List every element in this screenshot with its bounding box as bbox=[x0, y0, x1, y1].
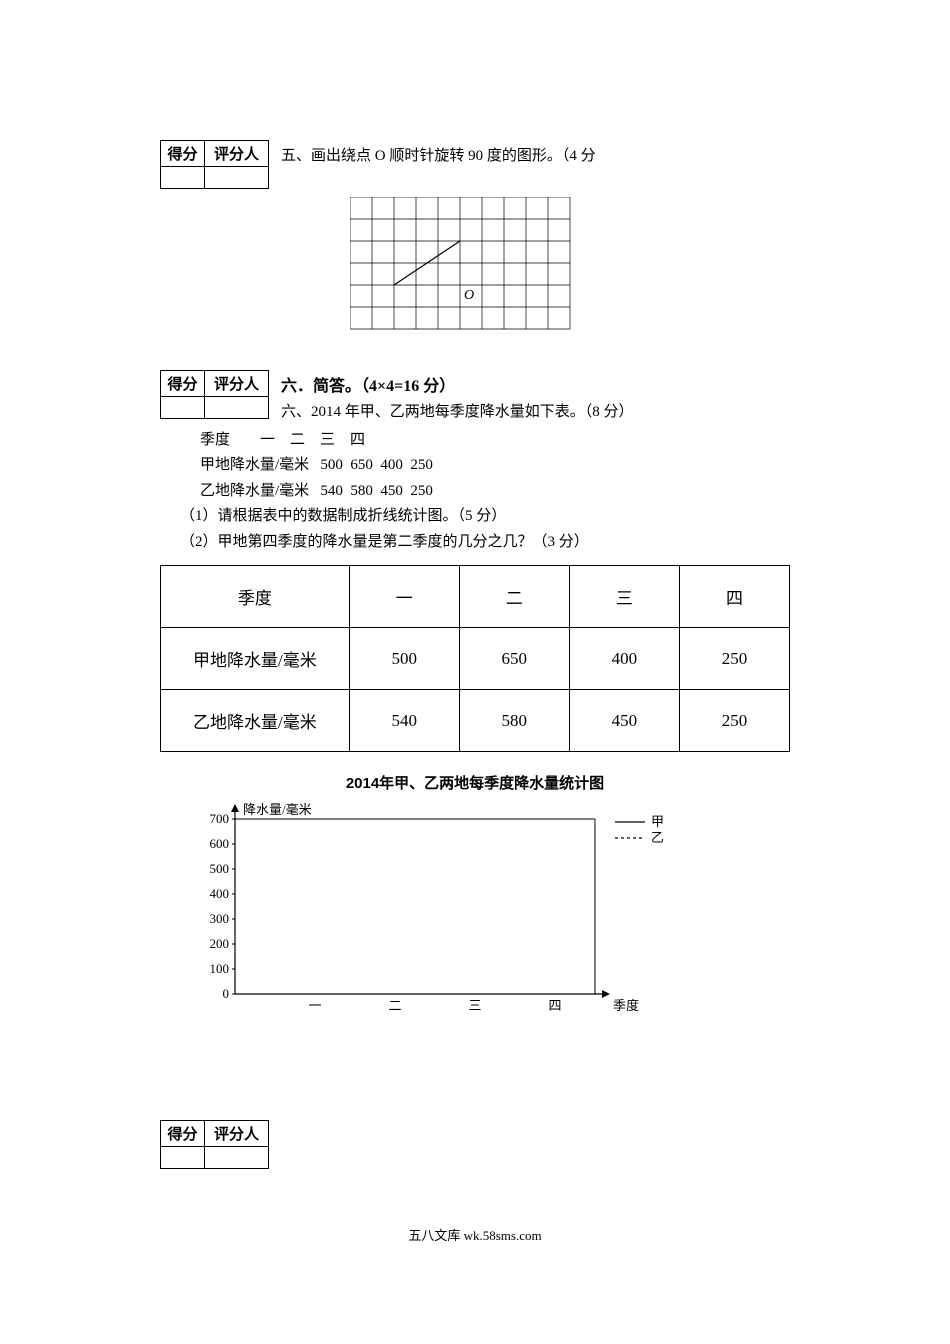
score-header: 得分 bbox=[161, 1121, 205, 1147]
row-a-3: 400 bbox=[569, 628, 679, 690]
row-b-label: 乙地降水量/毫米 bbox=[161, 690, 350, 752]
section6-subtitle: 六、2014 年甲、乙两地每季度降水量如下表。（8 分） bbox=[281, 400, 790, 424]
svg-text:甲: 甲 bbox=[651, 814, 664, 829]
grader-header: 评分人 bbox=[205, 371, 269, 397]
svg-text:三: 三 bbox=[468, 998, 481, 1013]
svg-text:乙: 乙 bbox=[651, 830, 664, 845]
grader-cell bbox=[205, 167, 269, 189]
th-q2: 二 bbox=[459, 566, 569, 628]
svg-text:200: 200 bbox=[210, 936, 230, 951]
svg-text:四: 四 bbox=[548, 998, 561, 1013]
rotation-grid: O bbox=[350, 197, 790, 330]
svg-text:降水量/毫米: 降水量/毫米 bbox=[243, 802, 312, 817]
table-row: 甲地降水量/毫米 500 650 400 250 bbox=[161, 628, 790, 690]
grader-header: 评分人 bbox=[205, 1121, 269, 1147]
score-box-7: 得分 评分人 bbox=[160, 1120, 269, 1169]
grid-svg: O bbox=[350, 197, 571, 330]
svg-text:100: 100 bbox=[210, 961, 230, 976]
score-box-7-wrap: 得分 评分人 bbox=[160, 1120, 281, 1169]
q2: （2）甲地第四季度的降水量是第二季度的几分之几？（3 分） bbox=[180, 530, 790, 556]
score-cell bbox=[161, 397, 205, 419]
precip-chart: 0 100 200 300 400 500 600 700 一 二 三 四 降水量/毫米季度 甲乙 bbox=[180, 799, 670, 1024]
row-a-2: 650 bbox=[459, 628, 569, 690]
score-box-5: 得分 评分人 bbox=[160, 140, 269, 189]
q1: （1）请根据表中的数据制成折线统计图。（5 分） bbox=[180, 504, 790, 530]
svg-text:0: 0 bbox=[223, 986, 230, 1001]
th-season: 季度 bbox=[161, 566, 350, 628]
grader-cell bbox=[205, 1147, 269, 1169]
table-row: 乙地降水量/毫米 540 580 450 250 bbox=[161, 690, 790, 752]
score-cell bbox=[161, 167, 205, 189]
grader-cell bbox=[205, 397, 269, 419]
svg-text:500: 500 bbox=[210, 861, 230, 876]
precip-table: 季度 一 二 三 四 甲地降水量/毫米 500 650 400 250 乙地降水… bbox=[160, 565, 790, 752]
score-header: 得分 bbox=[161, 371, 205, 397]
section6-head-text: 六．简答。（4×4=16 分） 六、2014 年甲、乙两地每季度降水量如下表。（… bbox=[281, 370, 790, 424]
footer: 五八文库 wk.58sms.com bbox=[0, 1225, 950, 1244]
chart-svg: 0 100 200 300 400 500 600 700 一 二 三 四 降水量/毫米季度 甲乙 bbox=[180, 799, 670, 1019]
line-b: 乙地降水量/毫米 540 580 450 250 bbox=[200, 479, 790, 505]
svg-text:O: O bbox=[464, 288, 474, 303]
svg-text:季度: 季度 bbox=[613, 998, 639, 1013]
inline-data: 季度 一 二 三 四 甲地降水量/毫米 500 650 400 250 乙地降水… bbox=[200, 428, 790, 505]
row-b-2: 580 bbox=[459, 690, 569, 752]
score-header: 得分 bbox=[161, 141, 205, 167]
section-5: 得分 评分人 五、画出绕点 O 顺时针旋转 90 度的图形。（4 分 O bbox=[160, 140, 790, 330]
svg-text:600: 600 bbox=[210, 836, 230, 851]
section6-body: 季度 一 二 三 四 甲地降水量/毫米 500 650 400 250 乙地降水… bbox=[180, 428, 790, 556]
row-a-4: 250 bbox=[679, 628, 789, 690]
svg-text:400: 400 bbox=[210, 886, 230, 901]
row-a-label: 甲地降水量/毫米 bbox=[161, 628, 350, 690]
svg-text:二: 二 bbox=[388, 998, 401, 1013]
grader-header: 评分人 bbox=[205, 141, 269, 167]
score-box-6: 得分 评分人 bbox=[160, 370, 269, 419]
th-q3: 三 bbox=[569, 566, 679, 628]
th-q1: 一 bbox=[349, 566, 459, 628]
score-cell bbox=[161, 1147, 205, 1169]
section-6: 得分 评分人 六．简答。（4×4=16 分） 六、2014 年甲、乙两地每季度降… bbox=[160, 370, 790, 1024]
row-b-3: 450 bbox=[569, 690, 679, 752]
th-q4: 四 bbox=[679, 566, 789, 628]
line-a: 甲地降水量/毫米 500 650 400 250 bbox=[200, 453, 790, 479]
chart-title: 2014年甲、乙两地每季度降水量统计图 bbox=[160, 772, 790, 793]
section6-header-row: 得分 评分人 六．简答。（4×4=16 分） 六、2014 年甲、乙两地每季度降… bbox=[160, 370, 790, 424]
line-season: 季度 一 二 三 四 bbox=[200, 428, 790, 454]
row-a-1: 500 bbox=[349, 628, 459, 690]
svg-text:一: 一 bbox=[308, 998, 321, 1013]
row-b-4: 250 bbox=[679, 690, 789, 752]
section6-heading: 六．简答。（4×4=16 分） bbox=[281, 374, 790, 400]
section5-title: 五、画出绕点 O 顺时针旋转 90 度的图形。（4 分 bbox=[281, 140, 790, 168]
section5-header-row: 得分 评分人 五、画出绕点 O 顺时针旋转 90 度的图形。（4 分 bbox=[160, 140, 790, 189]
row-b-1: 540 bbox=[349, 690, 459, 752]
svg-text:700: 700 bbox=[210, 811, 230, 826]
table-row: 季度 一 二 三 四 bbox=[161, 566, 790, 628]
svg-text:300: 300 bbox=[210, 911, 230, 926]
